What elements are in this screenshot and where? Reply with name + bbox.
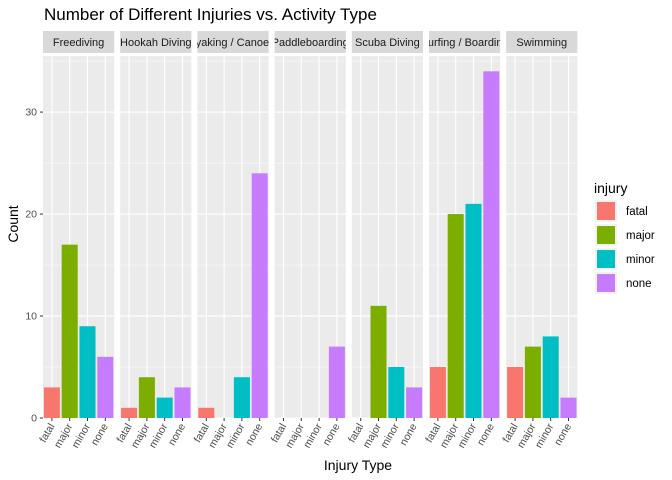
facet-strip	[43, 31, 115, 53]
facet-strip-label: Paddleboarding	[272, 37, 349, 49]
facet-strip	[429, 31, 501, 53]
y-tick-label: 0	[31, 413, 37, 425]
x-tick-label: minor	[456, 421, 480, 450]
legend: injury fatal major minor none	[594, 180, 655, 294]
legend-label-fatal: fatal	[626, 206, 648, 218]
legend-swatch-major	[597, 226, 615, 244]
facet-strip-label: Scuba Diving	[355, 37, 420, 49]
facet-strip	[197, 31, 269, 53]
facet-strip-label: Hookah Diving	[120, 37, 192, 49]
facet-strip	[120, 31, 192, 53]
bar-major	[370, 305, 387, 418]
bar-none	[406, 387, 423, 418]
facet-strip	[274, 31, 346, 53]
x-tick-label: none	[552, 421, 574, 447]
x-tick-label: none	[398, 421, 420, 447]
legend-label-none: none	[626, 278, 652, 290]
bar-none	[328, 346, 345, 418]
legend-label-minor: minor	[626, 254, 655, 266]
bar-fatal	[43, 387, 60, 418]
bar-minor	[542, 336, 559, 418]
facet-plot-area	[351, 56, 423, 418]
bar-none	[560, 397, 577, 418]
bar-major	[447, 214, 464, 418]
y-tick-label: 30	[25, 107, 37, 119]
bar-minor	[156, 397, 173, 418]
legend-title: injury	[594, 180, 627, 196]
facet-strip-label: Kayaking / Canoeing	[182, 37, 284, 49]
x-axis-title: Injury Type	[324, 457, 392, 473]
y-axis: 0 10 20 30	[25, 107, 43, 425]
facet-strip	[351, 31, 423, 53]
x-tick-label: minor	[378, 421, 402, 450]
legend-swatch-minor	[597, 250, 615, 268]
facet-plot-area	[120, 56, 192, 418]
bar-minor	[233, 377, 250, 418]
bar-minor	[465, 203, 482, 418]
legend-swatch-fatal	[597, 202, 615, 220]
facet-strip	[506, 31, 578, 53]
bar-minor	[388, 367, 405, 418]
chart-title: Number of Different Injuries vs. Activit…	[44, 5, 377, 24]
facet-plot-area	[506, 56, 578, 418]
x-tick-label: minor	[70, 421, 94, 450]
x-tick-label: minor	[533, 421, 557, 450]
facet-strip-label: Freediving	[53, 37, 104, 49]
bar-minor	[79, 326, 96, 418]
bar-fatal	[429, 367, 446, 418]
bar-fatal	[507, 367, 524, 418]
bar-major	[138, 377, 155, 418]
bar-fatal	[198, 407, 215, 418]
bar-none	[483, 71, 500, 418]
legend-swatch-none	[597, 274, 615, 292]
bar-none	[251, 173, 268, 418]
x-tick-label: minor	[224, 421, 248, 450]
x-tick-label: none	[320, 421, 342, 447]
y-tick-label: 20	[25, 209, 37, 221]
bar-major	[524, 346, 541, 418]
x-tick-label: none	[89, 421, 111, 447]
facet-strip-label: Surfing / Boarding	[421, 37, 509, 49]
x-tick-label: minor	[301, 421, 325, 450]
bar-major	[61, 244, 78, 418]
x-tick-label: none	[475, 421, 497, 447]
bar-fatal	[121, 407, 138, 418]
x-tick-label: minor	[147, 421, 171, 450]
x-tick-label: none	[166, 421, 188, 447]
facet-strip-label: Swimming	[516, 37, 567, 49]
bar-none	[97, 356, 114, 418]
legend-label-major: major	[626, 230, 655, 242]
y-tick-label: 10	[25, 311, 37, 323]
bar-none	[174, 387, 191, 418]
x-tick-label: none	[243, 421, 265, 447]
y-axis-title: Count	[5, 205, 21, 242]
